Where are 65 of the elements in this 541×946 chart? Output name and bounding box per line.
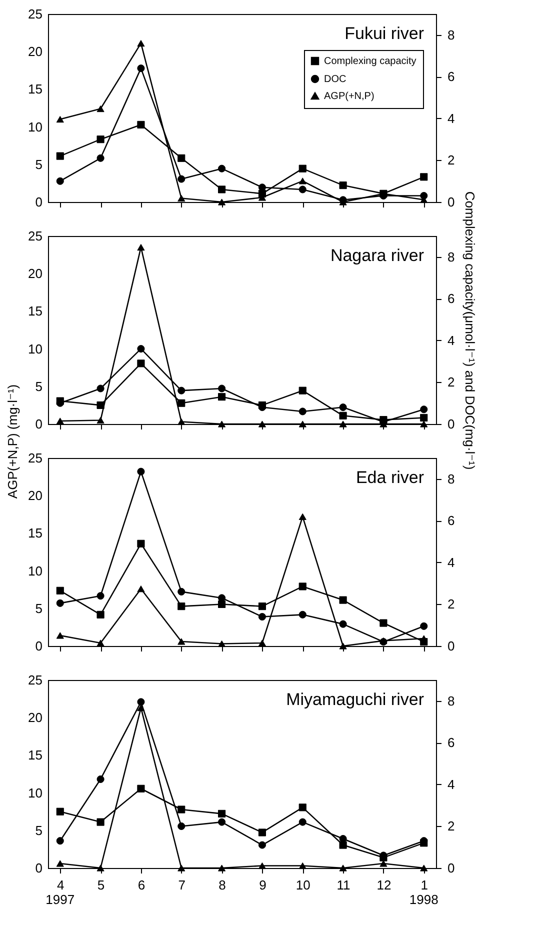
y-tick-label: 10	[28, 341, 42, 356]
y2-tick-label: 6	[448, 291, 455, 306]
y2-tick-label: 0	[448, 860, 455, 876]
y2-tick-label: 6	[448, 735, 455, 750]
y-tick-label: 20	[28, 44, 42, 60]
y2-tick-label: 0	[448, 638, 455, 654]
x-tick-label: 11	[336, 878, 350, 892]
y2-tick-label: 2	[448, 818, 455, 834]
y-tick-label: 25	[28, 6, 42, 22]
text: 1998	[409, 892, 438, 907]
y-tick-label: 5	[35, 378, 42, 394]
y2-tick-label: 2	[448, 596, 455, 612]
y-tick-label: 25	[28, 450, 42, 466]
y2-tick-label: 6	[448, 513, 455, 528]
y-tick-label: 20	[28, 710, 42, 726]
x-tick-label: 12	[376, 878, 392, 892]
x-tick-label: 8	[218, 878, 226, 892]
y-tick-label: 15	[28, 304, 42, 319]
y-tick-label: 0	[35, 194, 42, 210]
y-tick-label: 10	[28, 785, 42, 800]
y2-axis-title: Complexing capacity(μmol·l⁻¹) and DOC(mg·l⁻¹)	[462, 191, 478, 470]
x-tick-label: 4	[57, 878, 64, 892]
legend-label: DOC	[324, 74, 346, 85]
y2-tick-label: 4	[448, 332, 455, 348]
y2-tick-label: 6	[448, 69, 455, 84]
y-axis-title: AGP(+N,P) (mg·l⁻¹)	[5, 384, 20, 499]
y2-tick-label: 8	[448, 471, 455, 486]
y2-tick-label: 4	[448, 554, 455, 570]
legend-label: AGP(+N,P)	[324, 91, 374, 102]
y-tick-label: 10	[28, 563, 42, 578]
x-tick-label: 1	[420, 878, 428, 892]
y-tick-label: 5	[35, 822, 42, 838]
y-tick-label: 15	[28, 748, 42, 763]
y-tick-label: 15	[28, 82, 42, 97]
x-tick-label: 5	[97, 878, 105, 892]
y-tick-label: 10	[28, 119, 42, 134]
x-tick-label: 7	[178, 878, 186, 892]
y2-tick-label: 4	[448, 110, 455, 126]
y2-tick-label: 8	[448, 693, 455, 708]
y-tick-label: 20	[28, 266, 42, 282]
y-tick-label: 25	[28, 228, 42, 244]
y-tick-label: 5	[35, 156, 42, 172]
x-tick-label: 6	[138, 878, 146, 892]
y2-tick-label: 8	[448, 249, 455, 264]
y-tick-label: 5	[35, 600, 42, 616]
text: Nagara river	[330, 246, 424, 265]
y-tick-label: 15	[28, 526, 42, 541]
y2-tick-label: 0	[448, 416, 455, 432]
y-tick-label: 20	[28, 488, 42, 504]
text: Miyamaguchi river	[286, 690, 424, 709]
x-tick-label: 9	[259, 878, 266, 892]
legend-label: Complexing capacity	[324, 56, 416, 67]
text: Fukui river	[344, 24, 424, 43]
y2-tick-label: 0	[448, 194, 455, 210]
y2-tick-label: 2	[448, 152, 455, 168]
y2-tick-label: 8	[448, 27, 455, 42]
text: 1997	[46, 892, 75, 907]
y2-tick-label: 4	[448, 776, 455, 792]
y-tick-label: 0	[35, 638, 42, 654]
x-tick-label: 10	[296, 878, 310, 892]
y-tick-label: 25	[28, 672, 42, 688]
y-tick-label: 0	[35, 416, 42, 432]
y2-tick-label: 2	[448, 374, 455, 390]
text: Eda river	[356, 468, 424, 487]
y-tick-label: 0	[35, 860, 42, 876]
